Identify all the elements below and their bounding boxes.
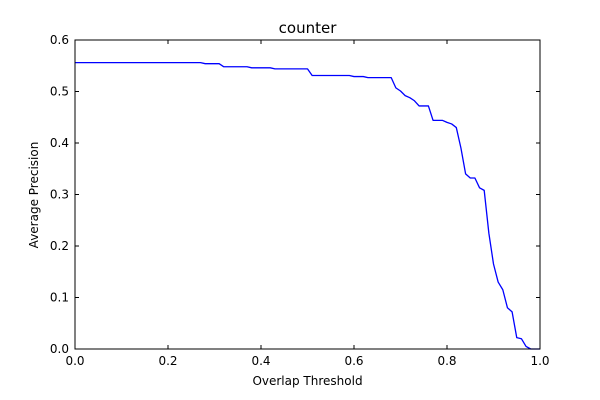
y-tick-label: 0.3 (50, 188, 69, 202)
chart-title: counter (279, 19, 338, 37)
x-tick-label: 1.0 (530, 354, 549, 368)
y-tick-label: 0.1 (50, 291, 69, 305)
series-line-0 (75, 62, 540, 350)
y-tick-label: 0.0 (50, 342, 69, 356)
x-tick-label: 0.2 (158, 354, 177, 368)
x-tick-label: 0.0 (65, 354, 84, 368)
x-tick-label: 0.8 (437, 354, 456, 368)
plot-area: 0.0 0.2 0.4 0.6 0.8 1.0 0.0 0.1 0.2 0.3 0.4 0.5 0.6 (50, 33, 550, 368)
y-tick-label: 0.5 (50, 85, 69, 99)
y-tick-label: 0.4 (50, 136, 69, 150)
y-tick-label: 0.6 (50, 33, 69, 47)
x-axis-label: Overlap Threshold (252, 374, 362, 388)
y-axis-label: Average Precision (27, 142, 41, 249)
x-tick-label: 0.4 (251, 354, 270, 368)
y-tick-label: 0.2 (50, 239, 69, 253)
plot-frame (74, 39, 541, 350)
x-tick-label: 0.6 (344, 354, 363, 368)
